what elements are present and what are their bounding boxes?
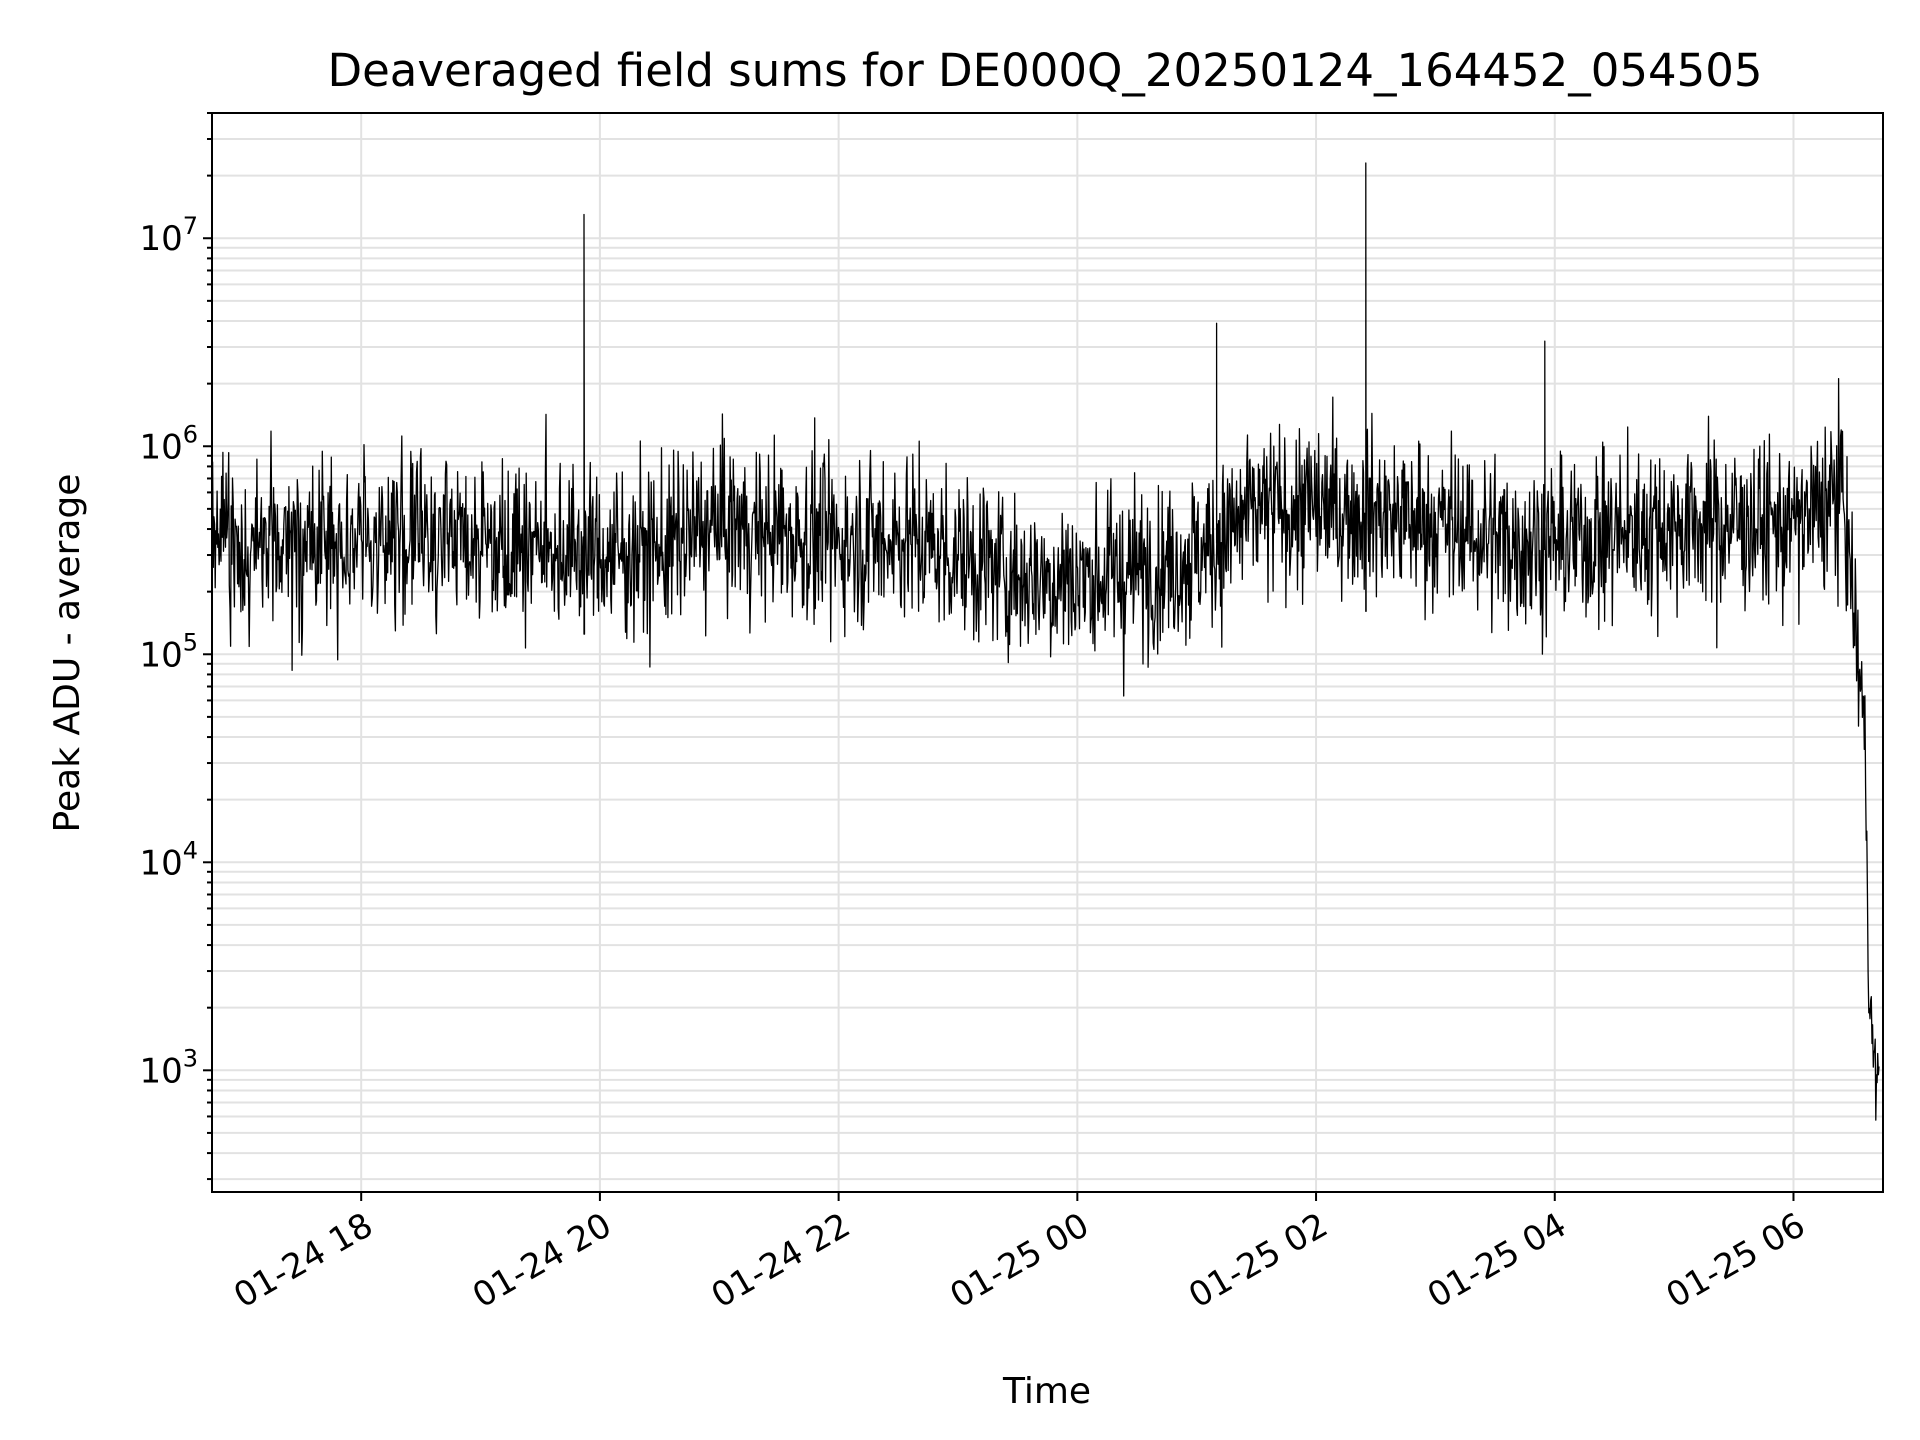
y-tick-label: 107 xyxy=(139,212,198,259)
y-tick-label: 104 xyxy=(139,836,198,883)
series-line xyxy=(212,162,1880,1121)
y-tick-label: 103 xyxy=(139,1044,198,1091)
plot-frame xyxy=(211,112,1884,1193)
x-tick-label: 01-24 20 xyxy=(466,1205,618,1316)
x-tick-label: 01-25 04 xyxy=(1421,1205,1573,1316)
x-axis-label: Time xyxy=(1002,1371,1091,1412)
y-tick-label: 106 xyxy=(139,420,198,467)
y-axis-label: Peak ADU - average xyxy=(47,474,88,833)
x-tick-label: 01-25 02 xyxy=(1182,1205,1334,1316)
axes: 103 104 105 106 107 01-24 18 01-24 20 01-24 22 0… xyxy=(139,112,1812,1316)
x-tick-label: 01-24 18 xyxy=(227,1205,379,1316)
y-tick-label: 105 xyxy=(139,628,198,675)
plot-area xyxy=(212,162,1880,1121)
x-tick-label: 01-25 00 xyxy=(943,1205,1095,1316)
chart-title: Deaveraged field sums for DE000Q_2025012… xyxy=(327,44,1762,97)
grid xyxy=(212,112,1883,1192)
x-tick-label: 01-25 06 xyxy=(1660,1205,1812,1316)
x-tick-label: 01-24 22 xyxy=(705,1205,857,1316)
